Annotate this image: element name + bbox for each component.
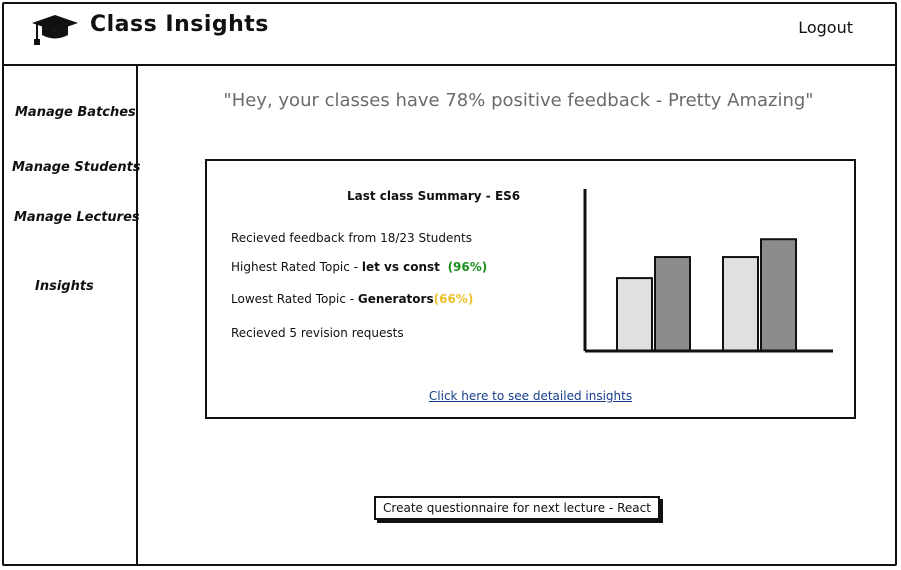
- detailed-insights-link[interactable]: Click here to see detailed insights: [428, 389, 633, 403]
- app-title: Class Insights: [90, 12, 269, 37]
- sidebar-item-insights[interactable]: Insights: [35, 279, 94, 294]
- sidebar: Manage Batches Manage Students Manage Le…: [2, 64, 141, 566]
- revision-requests-line: Recieved 5 revision requests: [231, 326, 404, 340]
- lowest-rated-line: Lowest Rated Topic - Generators(66%): [231, 292, 473, 306]
- graduation-cap-icon: [32, 15, 78, 45]
- lowest-rated-label: Lowest Rated Topic -: [231, 292, 358, 306]
- sidebar-item-manage-batches[interactable]: Manage Batches: [15, 105, 136, 120]
- highest-rated-label: Highest Rated Topic -: [231, 260, 362, 274]
- highest-rated-line: Highest Rated Topic - let vs const (96%): [231, 260, 487, 274]
- chart-bar: [722, 256, 759, 352]
- create-questionnaire-button[interactable]: Create questionnaire for next lecture - …: [374, 496, 660, 520]
- lowest-rated-percent: (66%): [433, 292, 474, 306]
- feedback-count-line: Recieved feedback from 18/23 Students: [231, 231, 472, 245]
- app-header: Class Insights Logout: [2, 2, 897, 66]
- feedback-bar-chart: [583, 189, 833, 353]
- sidebar-item-manage-lectures[interactable]: Manage Lectures: [14, 210, 140, 225]
- chart-bar: [616, 277, 653, 352]
- logout-link[interactable]: Logout: [798, 18, 853, 37]
- summary-title: Last class Summary - ES6: [347, 189, 521, 203]
- highest-rated-percent: (96%): [447, 260, 488, 274]
- highest-rated-topic: let vs const: [361, 260, 440, 274]
- chart-bar: [760, 238, 797, 352]
- lowest-rated-topic: Generators: [357, 292, 434, 306]
- feedback-quote: "Hey, your classes have 78% positive fee…: [223, 90, 814, 111]
- chart-bar: [654, 256, 691, 352]
- sidebar-item-manage-students[interactable]: Manage Students: [12, 160, 141, 175]
- last-class-summary-card: Last class Summary - ES6 Recieved feedba…: [205, 159, 856, 419]
